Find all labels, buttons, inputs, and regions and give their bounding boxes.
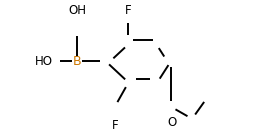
Text: OH: OH [68, 4, 86, 17]
Text: F: F [125, 4, 132, 17]
Text: B: B [73, 55, 81, 68]
Text: F: F [112, 119, 118, 132]
Text: O: O [167, 116, 176, 129]
Text: HO: HO [35, 55, 53, 68]
